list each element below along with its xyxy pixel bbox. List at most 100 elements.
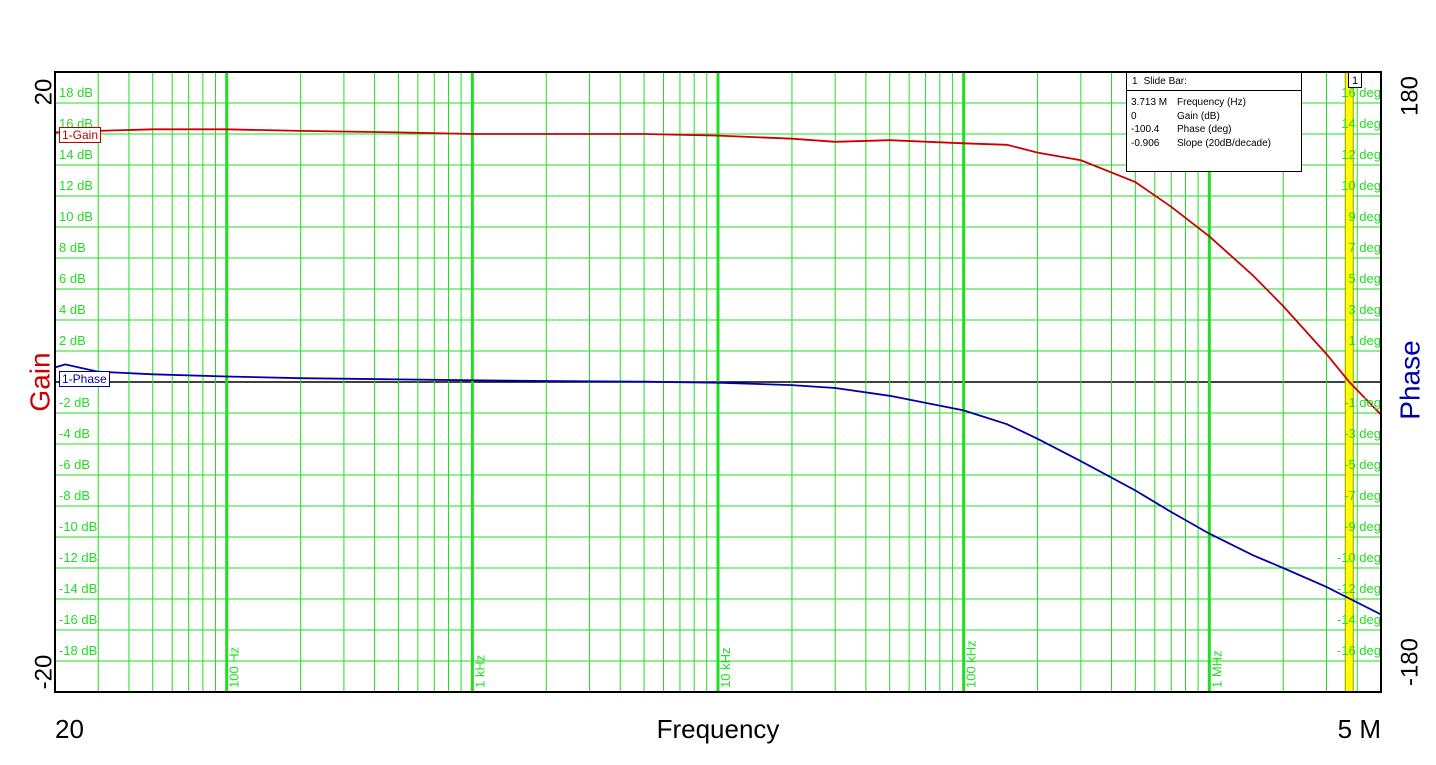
gain-trace-point <box>397 131 400 134</box>
phase-trace-point <box>64 363 67 366</box>
phase-tick-label: -1 deg <box>1344 395 1381 410</box>
gain-trace-point <box>1251 274 1254 276</box>
gain-trace-point <box>717 134 719 137</box>
gain-axis-min: -20 <box>31 655 58 690</box>
gain-trace-point <box>643 133 645 135</box>
phase-tick-label: 1 deg <box>1348 333 1381 348</box>
gain-tick-label: -14 dB <box>59 581 97 596</box>
gain-trace-point <box>962 142 965 145</box>
gain-trace-point <box>1134 181 1137 183</box>
phase-tick-label: 14 deg <box>1341 116 1381 131</box>
phase-tick-label: -3 deg <box>1344 426 1381 441</box>
phase-tick-label: 16 deg <box>1341 85 1381 100</box>
readout-value: -100.4 <box>1131 124 1160 135</box>
phase-trace-point <box>225 375 228 378</box>
gain-trace-point <box>471 133 474 135</box>
gain-trace-tag[interactable]: 1-Gain <box>59 127 102 143</box>
phase-tick-label: 9 deg <box>1348 209 1381 224</box>
gain-trace-point <box>1170 205 1173 208</box>
phase-tick-label: -9 deg <box>1344 519 1381 534</box>
phase-trace-point <box>151 373 154 376</box>
phase-axis-title: Phase <box>1395 340 1426 419</box>
phase-trace-point <box>1170 511 1173 513</box>
phase-trace-point <box>791 384 793 386</box>
traces <box>54 128 1382 616</box>
phase-tick-label: -14 deg <box>1337 612 1381 627</box>
phase-trace-point <box>1036 437 1039 440</box>
phase-axis-min: -180 <box>1397 638 1424 686</box>
phase-axis-max: 180 <box>1397 76 1424 116</box>
gain-trace-point <box>151 128 154 131</box>
gain-tick-label: -18 dB <box>59 643 97 658</box>
phase-trace-point <box>717 381 719 384</box>
slide-bar-title: 1 Slide Bar: <box>1127 73 1301 91</box>
gain-trace-point <box>791 137 793 140</box>
gain-tick-label: -12 dB <box>59 550 97 565</box>
slide-bar-index: 1 <box>1132 76 1138 87</box>
phase-trace-point <box>643 380 645 383</box>
gain-tick-label: 14 dB <box>59 147 93 162</box>
gain-trace-point <box>299 130 302 132</box>
gain-axis-max: 20 <box>31 79 58 106</box>
slide-bar-marker-tag[interactable]: 1 <box>1348 72 1362 88</box>
phase-trace-point <box>397 378 400 381</box>
phase-trace-point <box>888 394 891 397</box>
phase-trace-point <box>299 377 302 380</box>
gain-trace-point <box>225 128 228 131</box>
phase-tick-label: 5 deg <box>1348 271 1381 286</box>
gain-trace-point <box>1282 305 1285 307</box>
readout-label: Slope (20dB/decade) <box>1177 137 1271 149</box>
slide-bar-title-text: Slide Bar: <box>1143 76 1187 87</box>
gain-tick-label: -8 dB <box>59 488 90 503</box>
gain-tick-label: -16 dB <box>59 612 97 627</box>
phase-tick-label: -10 deg <box>1337 550 1381 565</box>
phase-tick-label: 10 deg <box>1341 178 1381 193</box>
gain-trace-point <box>1079 159 1082 162</box>
gain-trace-point <box>545 133 548 135</box>
readout-gain: 0 Gain (dB) <box>1131 110 1301 124</box>
phase-trace-point <box>545 380 548 382</box>
gain-trace-point <box>1208 235 1211 238</box>
gain-tick-label: 2 dB <box>59 333 86 348</box>
readout-label: Frequency (Hz) <box>1177 97 1246 108</box>
phase-trace-point <box>1208 532 1211 535</box>
gain-trace-point <box>888 139 891 142</box>
phase-trace-point <box>1325 586 1328 588</box>
phase-tick-label: 3 deg <box>1348 302 1381 317</box>
plot-frame <box>54 71 1382 693</box>
frequency-decade-label: 100 kHz <box>964 640 979 688</box>
grid <box>55 72 1381 692</box>
phase-tick-label: -5 deg <box>1344 457 1381 472</box>
gain-tick-label: 4 dB <box>59 302 86 317</box>
gain-tick-label: 8 dB <box>59 240 86 255</box>
gain-axis-title: Gain <box>25 352 56 411</box>
frequency-decade-label: 10 kHz <box>718 648 733 688</box>
frequency-axis-max: 5 M <box>1338 714 1381 744</box>
phase-trace-point <box>834 387 837 389</box>
frequency-decade-label: 100 Hz <box>227 647 242 688</box>
phase-trace-point <box>1134 489 1137 492</box>
readout-label: Phase (deg) <box>1177 124 1232 135</box>
gain-tick-label: -2 dB <box>59 395 90 410</box>
gain-trace-point <box>1325 353 1328 355</box>
gain-trace-point <box>834 140 837 143</box>
gain-tick-label: 18 dB <box>59 85 93 100</box>
readout-value: 3.713 M <box>1131 97 1168 108</box>
readout-value: -0.906 <box>1131 137 1160 149</box>
gain-trace-point <box>1036 151 1039 154</box>
gain-tick-label: -10 dB <box>59 519 97 534</box>
gain-tick-label: 10 dB <box>59 209 93 224</box>
phase-tick-label: -7 deg <box>1344 488 1381 503</box>
phase-tick-label: 7 deg <box>1348 240 1381 255</box>
gain-trace-point <box>1006 143 1008 146</box>
frequency-decade-label: 1 MHz <box>1209 650 1224 688</box>
slide-bar-readout: 1 Slide Bar: 3.713 M Frequency (Hz) 0 Gain … <box>1126 72 1302 172</box>
frequency-axis-min: 20 <box>55 714 84 744</box>
gain-tick-label: 12 dB <box>59 178 93 193</box>
readout-slope: -0.906 Slope (20dB/decade) <box>1131 137 1301 151</box>
gain-trace-point <box>1348 381 1351 383</box>
phase-trace-tag[interactable]: 1-Phase <box>59 371 110 387</box>
readout-phase: -100.4 Phase (deg) <box>1131 123 1301 137</box>
